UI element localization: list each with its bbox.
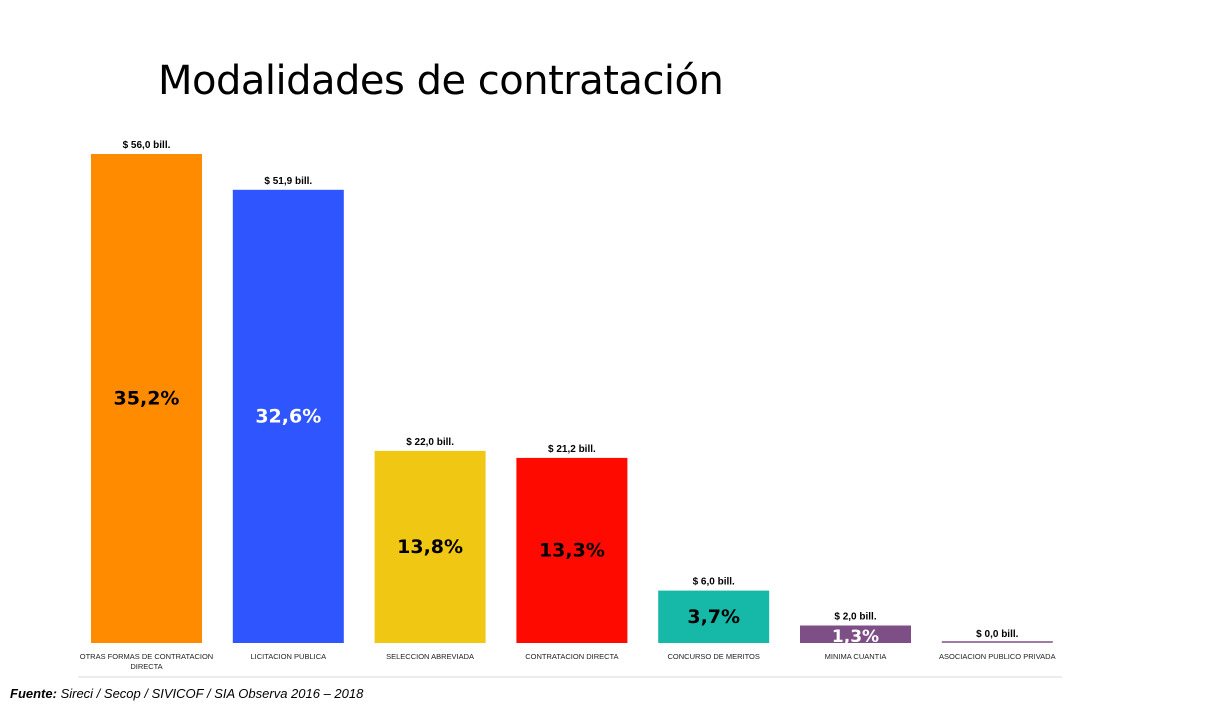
category-label-5-0: MINIMA CUANTIA xyxy=(825,652,887,661)
percent-label-1: 32,6% xyxy=(255,405,321,427)
bar-0 xyxy=(91,154,202,643)
bar-4 xyxy=(658,590,770,643)
bar-3 xyxy=(516,457,628,643)
source-text: Sireci / Secop / SIVICOF / SIA Observa 2… xyxy=(56,686,364,701)
source-note: Fuente: Sireci / Secop / SIVICOF / SIA O… xyxy=(10,686,363,701)
percent-label-0: 35,2% xyxy=(114,388,180,410)
bar-1 xyxy=(232,189,344,644)
value-label-4: $ 6,0 bill. xyxy=(693,577,735,588)
category-label-1-0: LICITACION PUBLICA xyxy=(250,652,326,661)
bar-5 xyxy=(800,625,911,643)
category-label-4-0: CONCURSO DE MERITOS xyxy=(668,652,760,661)
value-label-6: $ 0,0 bill. xyxy=(976,629,1018,640)
value-label-1: $ 51,9 bill. xyxy=(264,176,312,187)
category-label-0-0: OTRAS FORMAS DE CONTRATACION xyxy=(80,652,213,661)
percent-label-2: 13,8% xyxy=(397,536,463,558)
category-label-2-0: SELECCION ABREVIADA xyxy=(386,652,474,661)
value-label-0: $ 56,0 bill. xyxy=(123,140,171,151)
value-label-5: $ 2,0 bill. xyxy=(834,612,876,623)
percent-label-4: 3,7% xyxy=(687,606,740,628)
percent-label-5: 1,3% xyxy=(832,627,879,647)
value-label-3: $ 21,2 bill. xyxy=(548,444,596,455)
chart-title: Modalidades de contratación xyxy=(158,58,724,104)
bar-2 xyxy=(374,450,486,643)
category-label-0-1: DIRECTA xyxy=(130,662,162,671)
category-label-3-0: CONTRATACION DIRECTA xyxy=(525,652,618,661)
source-label: Fuente: xyxy=(10,686,57,701)
category-label-6-0: ASOCIACION PUBLICO PRIVADA xyxy=(939,652,1056,661)
bars-group: $ 56,0 bill. 35,2% OTRAS FORMAS DE CONTRAT… xyxy=(80,140,1056,671)
value-label-2: $ 22,0 bill. xyxy=(406,437,454,448)
percent-label-3: 13,3% xyxy=(539,539,605,561)
